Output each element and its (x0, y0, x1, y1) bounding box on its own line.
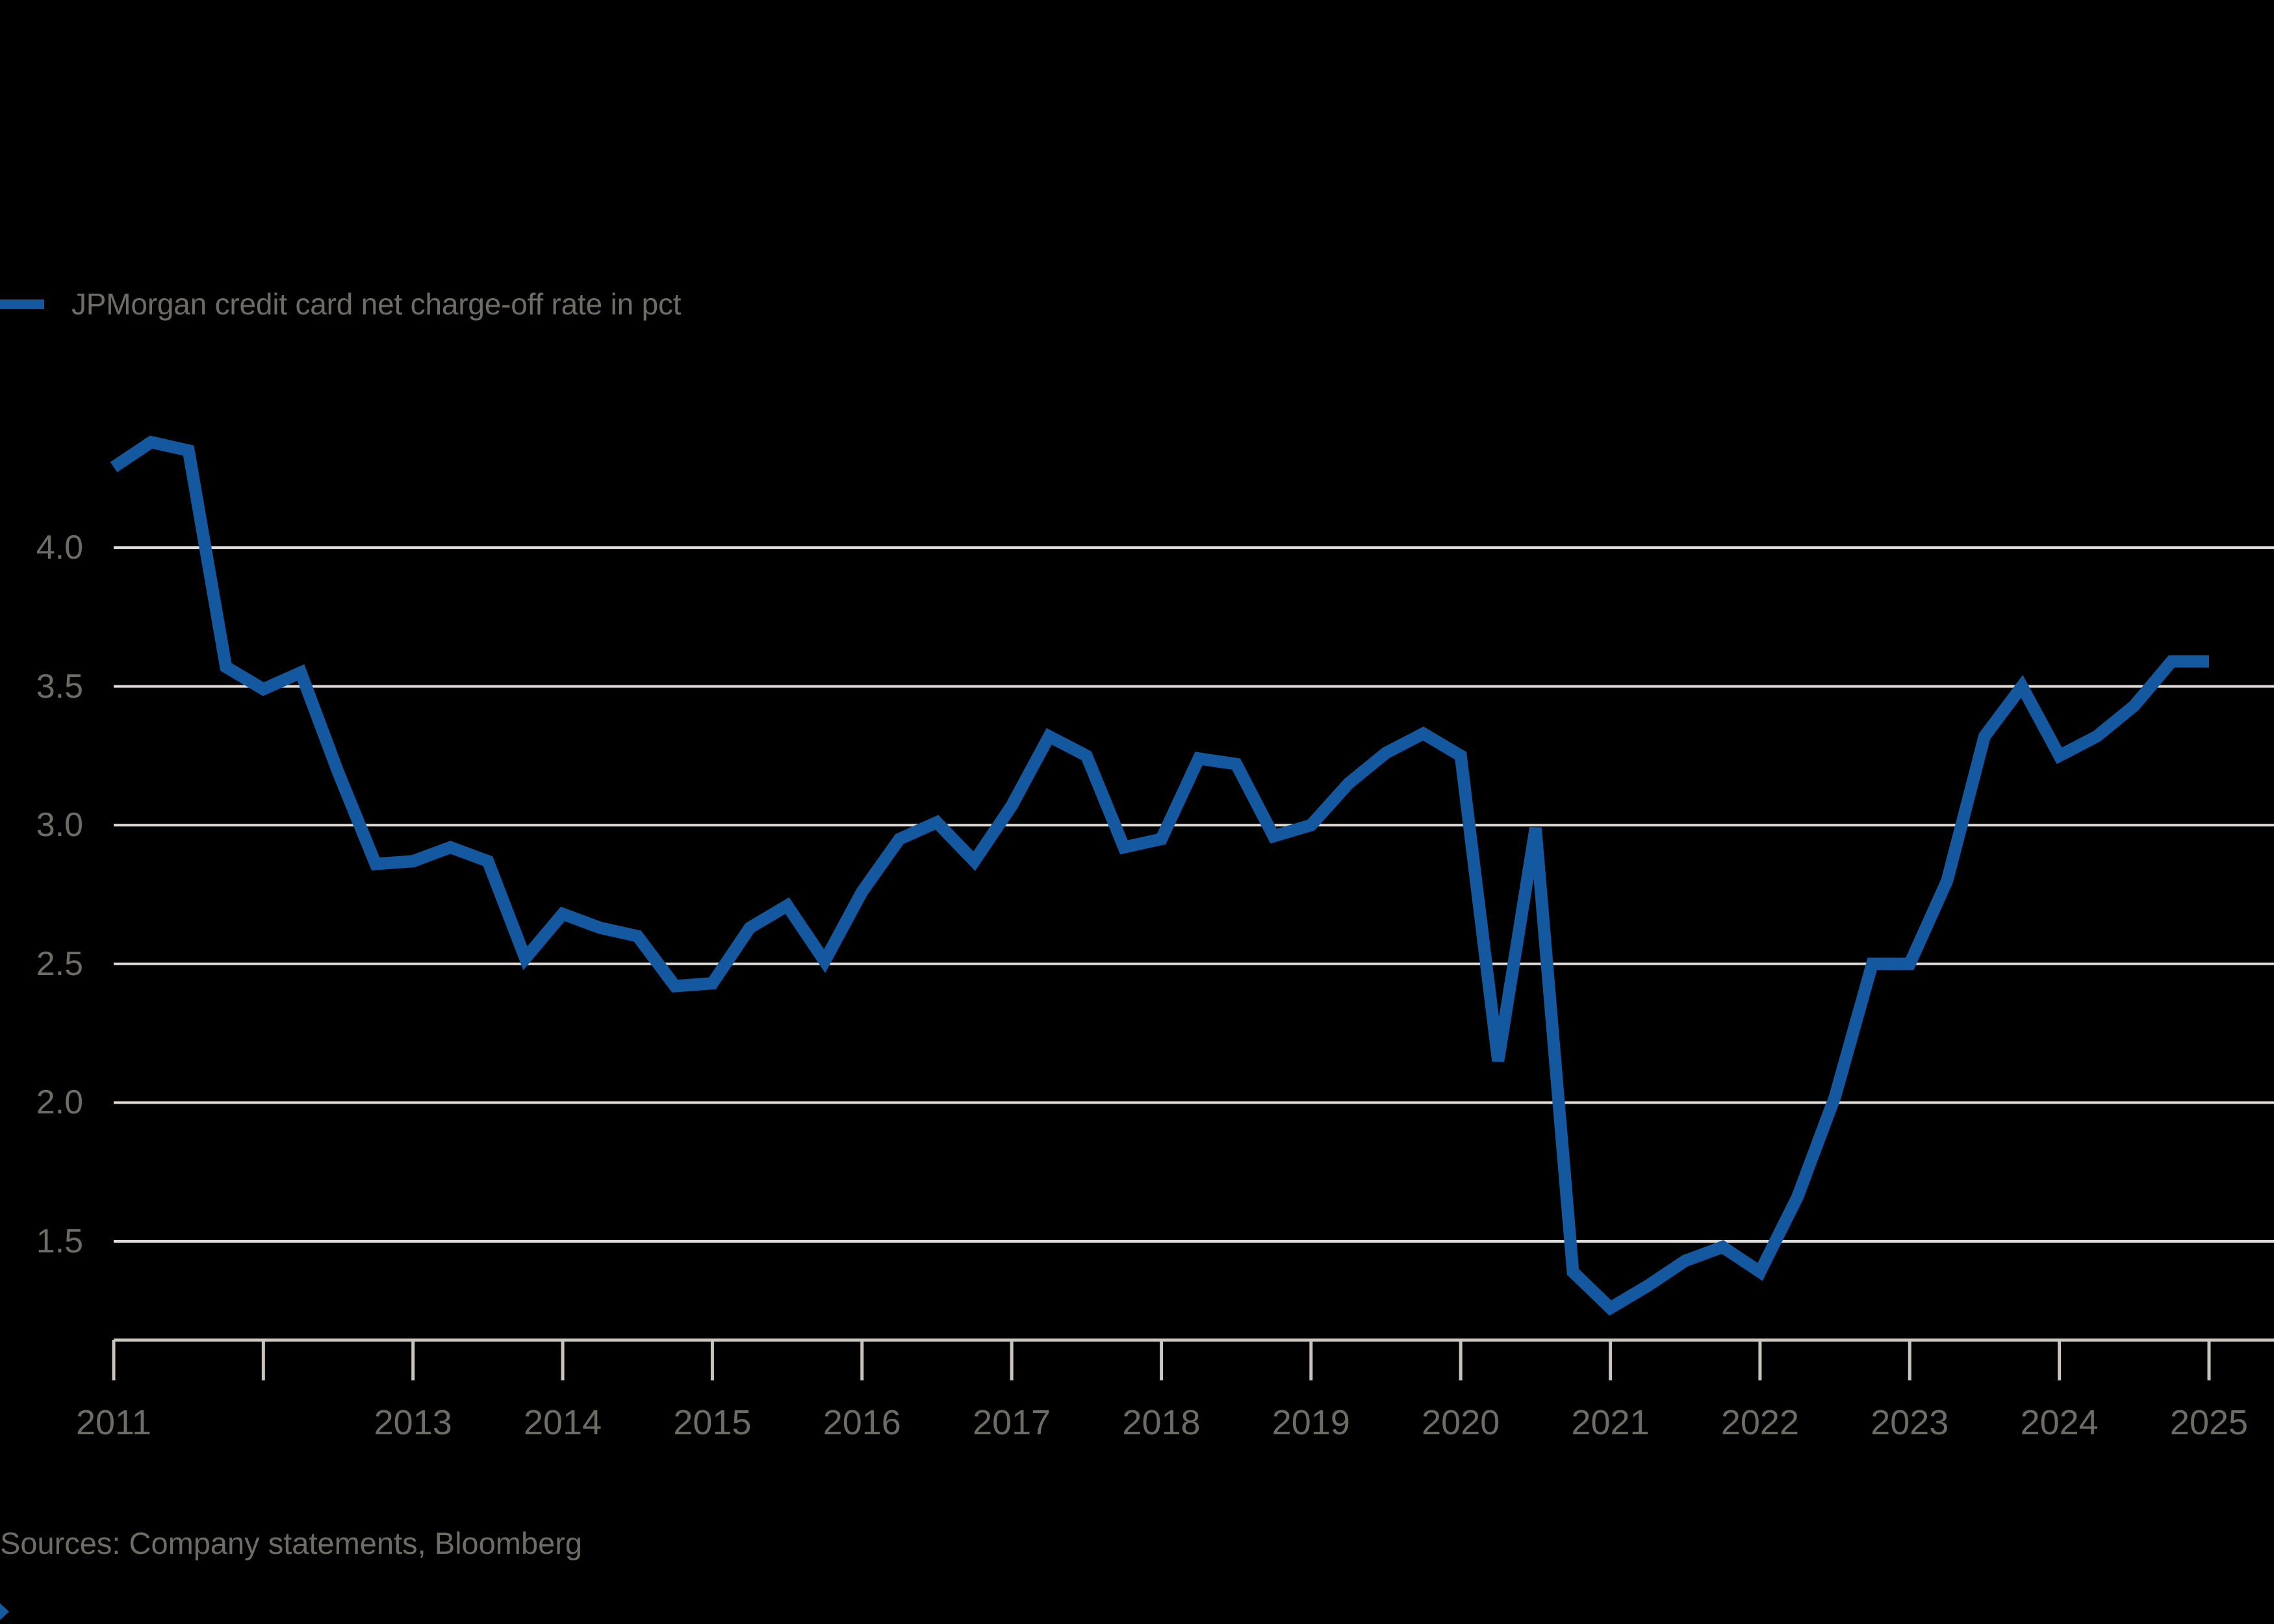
x-axis-tick-label: 2017 (973, 1403, 1051, 1442)
x-axis-tick-label: 2023 (1871, 1403, 1949, 1442)
y-axis-tick-label: 4.0 (36, 529, 83, 566)
x-axis-tick-label: 2015 (673, 1403, 752, 1442)
x-axis-tick-label: 2019 (1271, 1403, 1350, 1442)
x-axis-tick-label: 2018 (1122, 1403, 1201, 1442)
x-axis-tick-label: 2016 (823, 1403, 901, 1442)
x-axis-ticks (112, 1340, 2211, 1380)
sources-note: Sources: Company statements, Bloomberg (0, 1526, 583, 1560)
x-axis-tick-label: 2024 (2020, 1403, 2099, 1442)
legend-swatch-icon (0, 299, 44, 309)
series-line-jpmorgan-charge-off-rate (110, 435, 2209, 1316)
x-axis-tick-label: 2022 (1720, 1403, 1799, 1442)
y-axis-tick-label: 2.0 (36, 1084, 83, 1122)
y-axis-tick-label: 1.5 (36, 1223, 83, 1260)
x-axis-tick-label: 2011 (75, 1403, 152, 1442)
x-axis-tick-label: 2020 (1422, 1403, 1500, 1442)
gridlines (114, 546, 2274, 1243)
x-axis-tick-label: 2014 (523, 1403, 602, 1442)
legend-series-label: JPMorgan credit card net charge-off rate… (71, 287, 682, 321)
y-axis-tick-label: 3.5 (36, 667, 83, 705)
chart-legend: JPMorgan credit card net charge-off rate… (0, 281, 682, 327)
x-axis-tick-label: 2025 (2169, 1403, 2249, 1442)
corner-marker-icon (0, 1603, 9, 1620)
y-axis-tick-label: 3.0 (36, 806, 83, 844)
x-axis-tick-label: 2021 (1571, 1403, 1650, 1442)
y-axis-tick-label: 2.5 (36, 945, 83, 983)
series-polyline (110, 435, 2209, 1316)
x-axis-tick-label: 2013 (374, 1403, 452, 1442)
